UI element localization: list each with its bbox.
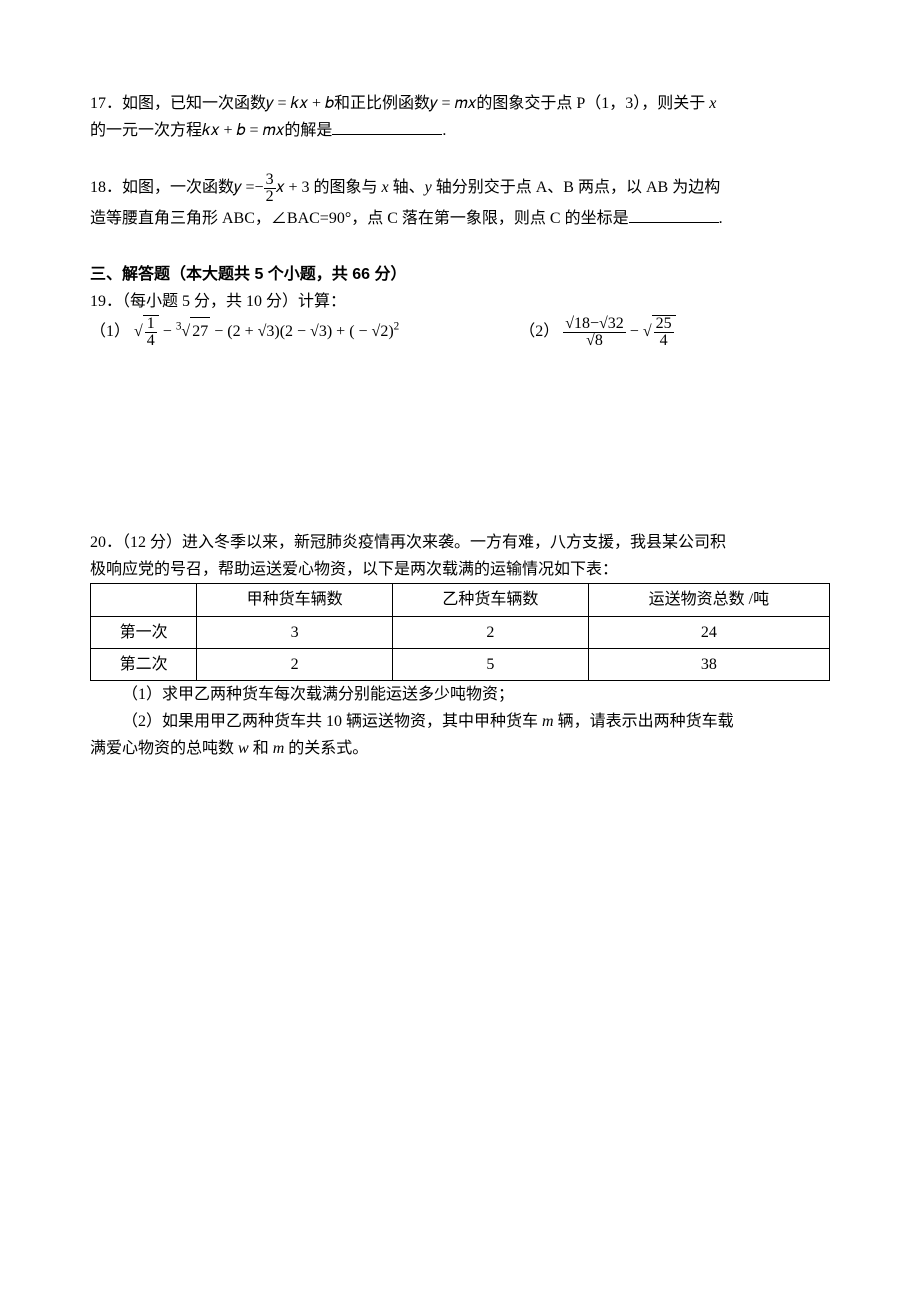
q18-eq-prefix: 𝑦 =−	[234, 180, 264, 197]
p1-minus2: −	[210, 323, 227, 340]
section-3-title: 三、解答题（本大题共 5 个小题，共 66 分）	[90, 261, 830, 288]
q17-text-mid2: 的图象交于点 P（1，3），则关于	[476, 95, 709, 112]
p2-num-m: −	[590, 315, 599, 332]
p1-plus: +	[332, 323, 349, 340]
p2-num-r: √32	[599, 315, 624, 332]
q17-eq3: 𝑘𝑥 + 𝑏 = 𝑚𝑥	[202, 122, 284, 139]
q18-frac-den: 2	[264, 188, 276, 205]
q18-text-b: 的图象与	[310, 180, 382, 197]
q18-number: 18．	[90, 180, 122, 197]
question-20: 20．（12 分）进入冬季以来，新冠肺炎疫情再次来袭。一方有难，八方支援，我县某…	[90, 529, 830, 763]
table-row: 第二次 2 5 38	[91, 648, 830, 680]
q17-eq2: 𝑦 = 𝑚𝑥	[430, 95, 476, 112]
r1c3: 38	[588, 648, 829, 680]
q17-line2-a: 的一元一次方程	[90, 122, 202, 139]
question-19: 19．（每小题 5 分，共 10 分）计算： （1） √14 − 3√27 − …	[90, 288, 830, 349]
q20-var-m1: m	[542, 713, 554, 730]
p2-num-l: √18	[565, 315, 590, 332]
table-header-row: 甲种货车辆数 乙种货车辆数 运送物资总数 /吨	[91, 584, 830, 616]
q20-table: 甲种货车辆数 乙种货车辆数 运送物资总数 /吨 第一次 3 2 24 第二次 2…	[90, 583, 830, 681]
q18-frac: 32	[264, 172, 276, 205]
p1-last: ( − √2)	[349, 323, 393, 340]
q18-frac-num: 3	[264, 172, 276, 188]
q19-part2: （2） √18−√32 √8 − √254	[519, 315, 830, 349]
q19-p1-label: （1）	[90, 323, 130, 340]
r1c1: 2	[197, 648, 393, 680]
q20-var-m2: m	[273, 740, 285, 757]
p2-den: √8	[563, 332, 626, 349]
q17-var-x: x	[709, 95, 716, 112]
q18-text-c: 轴、	[389, 180, 425, 197]
q20-sub2-e: 的关系式。	[284, 740, 368, 757]
q20-points: （12 分）	[122, 534, 182, 551]
q20-var-w: w	[238, 740, 249, 757]
q18-eq-suffix: 𝑥 + 3	[276, 180, 310, 197]
q17-blank	[332, 118, 442, 135]
col-3: 运送物资总数 /吨	[588, 584, 829, 616]
sqrt-25-4: √254	[643, 315, 676, 349]
p2-sf-den: 4	[654, 332, 674, 349]
question-18: 18．如图，一次函数𝑦 =−32𝑥 + 3 的图象与 x 轴、y 轴分别交于点 …	[90, 172, 830, 232]
q19-p2-label: （2）	[519, 323, 559, 340]
q18-var-y: y	[425, 180, 432, 197]
q18-blank	[629, 206, 719, 223]
p1-minus1: −	[159, 323, 176, 340]
q20-sub2-c: 满爱心物资的总吨数	[90, 740, 238, 757]
r0c2: 2	[392, 616, 588, 648]
q20-number: 20．	[90, 534, 122, 551]
q20-text-b: 极响应党的号召，帮助运送爱心物资，以下是两次载满的运输情况如下表：	[90, 561, 618, 578]
p1-sf-den: 4	[145, 332, 157, 349]
q20-sub2-d: 和	[249, 740, 273, 757]
q17-eq1: 𝑦 = 𝑘𝑥 + 𝑏	[266, 95, 334, 112]
q20-text-a: 进入冬季以来，新冠肺炎疫情再次来袭。一方有难，八方支援，我县某公司积	[182, 534, 726, 551]
q19-line1: 19．（每小题 5 分，共 10 分）计算：	[90, 288, 830, 315]
p2-minus: −	[626, 323, 643, 340]
col-1: 甲种货车辆数	[197, 584, 393, 616]
q19-calc-row: （1） √14 − 3√27 − (2 + √3)(2 − √3) + ( − …	[90, 315, 830, 349]
p2-frac: √18−√32 √8	[563, 316, 626, 349]
q17-text-mid1: 和正比例函数	[334, 95, 430, 112]
p2-sf-num: 25	[654, 316, 674, 332]
table-row: 第一次 3 2 24	[91, 616, 830, 648]
r0c3: 24	[588, 616, 829, 648]
question-17: 17．如图，已知一次函数𝑦 = 𝑘𝑥 + 𝑏和正比例函数𝑦 = 𝑚𝑥的图象交于点…	[90, 90, 830, 144]
q18-text-a: 如图，一次函数	[122, 180, 234, 197]
q18-period: .	[719, 210, 723, 227]
r1c0: 第二次	[91, 648, 197, 680]
cbrt-idx: 3	[176, 321, 182, 333]
cbrt-arg: 27	[190, 317, 210, 345]
p1-exp: 2	[394, 321, 400, 333]
r0c0: 第一次	[91, 616, 197, 648]
p2-num: √18−√32	[563, 316, 626, 332]
page: 17．如图，已知一次函数𝑦 = 𝑘𝑥 + 𝑏和正比例函数𝑦 = 𝑚𝑥的图象交于点…	[0, 0, 920, 1302]
col-0	[91, 584, 197, 616]
q20-sub2-b: 辆，请表示出两种货车载	[554, 713, 734, 730]
q17-period: .	[442, 122, 446, 139]
q18-line2: 造等腰直角三角形 ABC，∠BAC=90°，点 C 落在第一象限，则点 C 的坐…	[90, 210, 629, 227]
q17-number: 17．	[90, 95, 122, 112]
col-2: 乙种货车辆数	[392, 584, 588, 616]
q19-p2-expr: √18−√32 √8 − √254	[563, 323, 675, 340]
q19-part1: （1） √14 − 3√27 − (2 + √3)(2 − √3) + ( − …	[90, 315, 519, 349]
q19-intro: （每小题 5 分，共 10 分）计算：	[122, 293, 346, 310]
q20-sub1: （1）求甲乙两种货车每次载满分别能运送多少吨物资；	[90, 681, 830, 708]
sqrt-1-4: √14	[134, 315, 159, 349]
q20-intro: 20．（12 分）进入冬季以来，新冠肺炎疫情再次来袭。一方有难，八方支援，我县某…	[90, 529, 830, 583]
q20-sub2-a: （2）如果用甲乙两种货车共 10 辆运送物资，其中甲种货车	[122, 713, 542, 730]
r1c2: 5	[392, 648, 588, 680]
q17-text-before: 如图，已知一次函数	[122, 95, 266, 112]
q19-number: 19．	[90, 293, 122, 310]
q20-sub2-line2: 满爱心物资的总吨数 w 和 m 的关系式。	[90, 735, 830, 762]
q18-var-x: x	[382, 180, 389, 197]
q17-line2-b: 的解是	[284, 122, 332, 139]
r0c1: 3	[197, 616, 393, 648]
cbrt-27: 3√27	[176, 317, 210, 345]
q20-sub2-line1: （2）如果用甲乙两种货车共 10 辆运送物资，其中甲种货车 m 辆，请表示出两种…	[90, 708, 830, 735]
q19-p1-expr: √14 − 3√27 − (2 + √3)(2 − √3) + ( − √2)2	[134, 323, 399, 340]
p1-sf-num: 1	[145, 316, 157, 332]
p1-paren: (2 + √3)(2 − √3)	[227, 323, 332, 340]
q18-text-d: 轴分别交于点 A、B 两点，以 AB 为边构	[432, 180, 720, 197]
